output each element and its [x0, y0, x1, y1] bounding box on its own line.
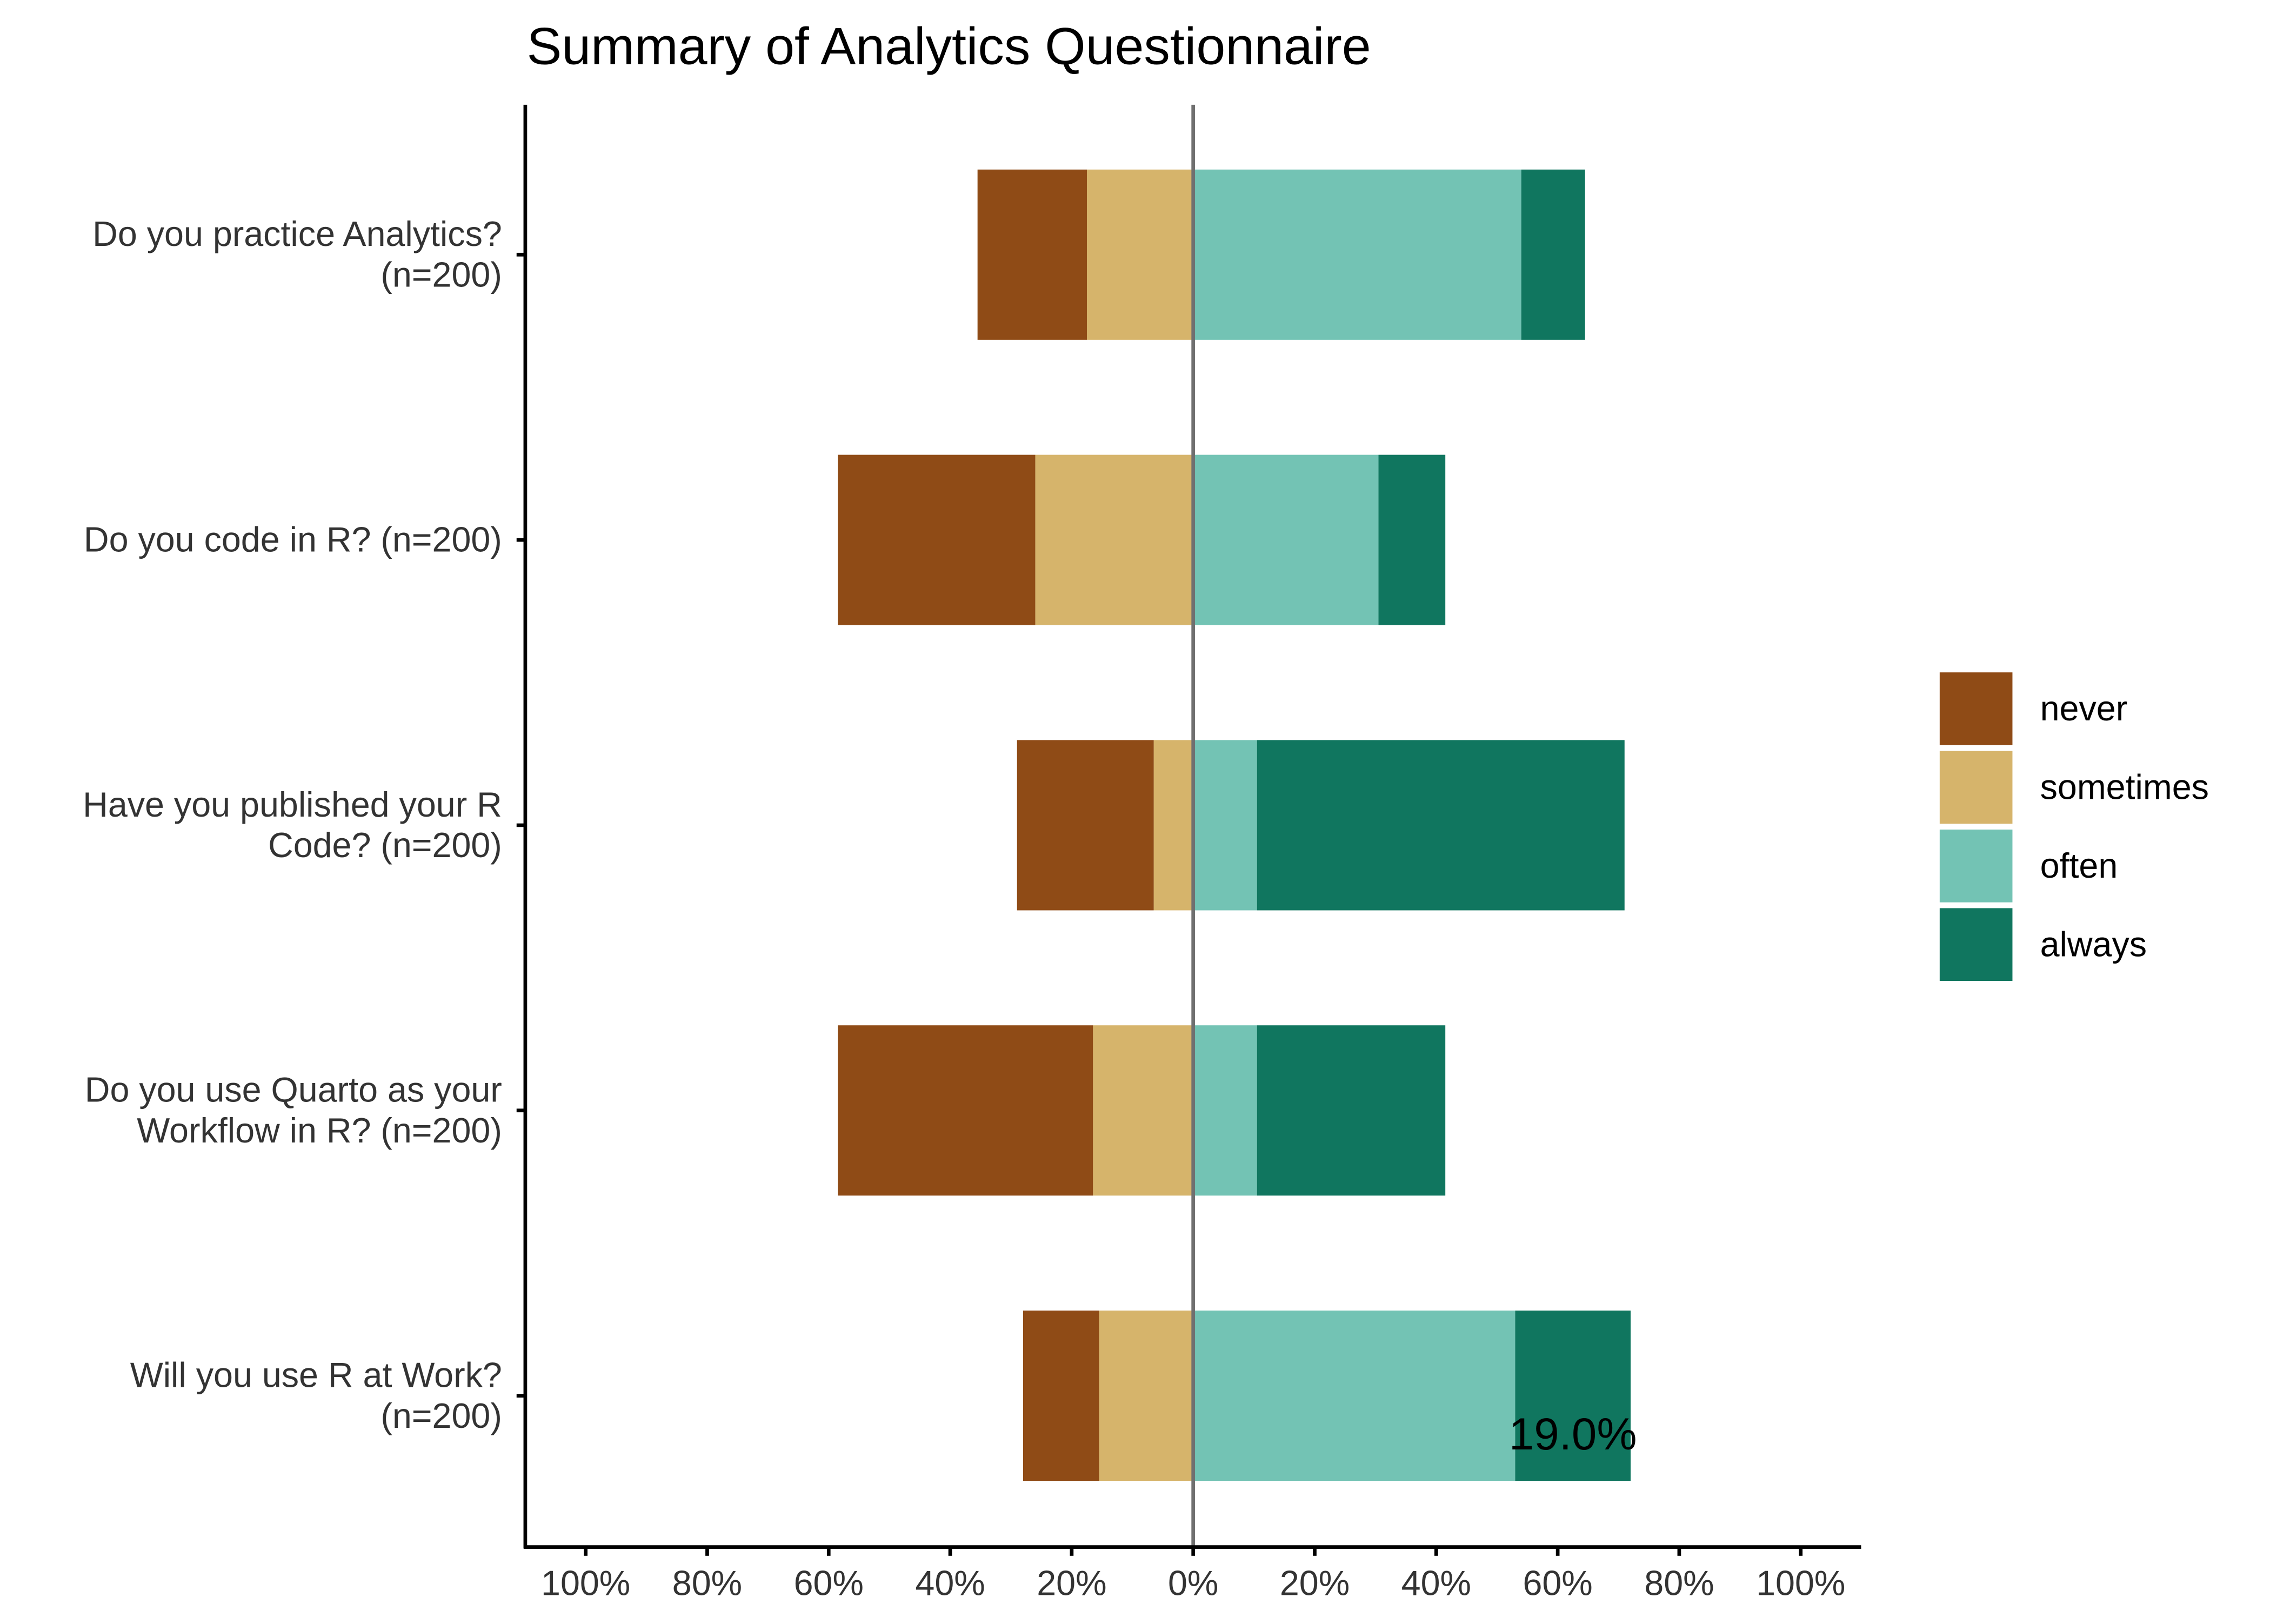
chart-title: Summary of Analytics Questionnaire — [527, 16, 1371, 75]
bar-never-row-3 — [1017, 740, 1154, 911]
x-tick-label: 20% — [1280, 1564, 1350, 1603]
x-tick-label: 0% — [1168, 1564, 1218, 1603]
y-tick-label: Workflow in R? (n=200) — [137, 1111, 502, 1150]
y-tick-label: Code? (n=200) — [268, 826, 502, 865]
bar-always-row-2 — [1378, 455, 1446, 625]
bar-always-row-1 — [1521, 169, 1585, 340]
x-tick-label: 40% — [1401, 1564, 1471, 1603]
bar-always-row-3 — [1257, 740, 1625, 911]
y-tick-label: (n=200) — [380, 256, 502, 295]
bar-often-row-5 — [1193, 1311, 1515, 1481]
bar-sometimes-row-1 — [1086, 169, 1193, 340]
y-tick-label: Have you published your R — [83, 785, 502, 824]
x-tick-label: 60% — [794, 1564, 864, 1603]
x-tick-label: 100% — [1756, 1564, 1845, 1603]
annotation-label: 19.0% — [1509, 1408, 1637, 1459]
legend-label-often: often — [2040, 846, 2118, 885]
bar-never-row-5 — [1023, 1311, 1099, 1481]
bar-often-row-1 — [1193, 169, 1521, 340]
bar-always-row-5 — [1515, 1311, 1631, 1481]
legend-key-often — [1939, 830, 2013, 903]
legend-key-sometimes — [1939, 751, 2013, 824]
bar-sometimes-row-3 — [1153, 740, 1193, 911]
legend-key-always — [1939, 908, 2013, 981]
legend: never sometimes often always — [1939, 672, 2209, 981]
legend-label-never: never — [2040, 689, 2128, 728]
bar-often-row-3 — [1193, 740, 1257, 911]
bars-layer — [838, 169, 1631, 1481]
bar-always-row-4 — [1257, 1025, 1446, 1196]
legend-key-never — [1939, 672, 2013, 745]
x-tick-label: 100% — [541, 1564, 630, 1603]
y-tick-label: Do you code in R? (n=200) — [84, 520, 502, 559]
labels-layer: Do you practice Analytics?(n=200)Do you … — [83, 215, 1845, 1602]
bar-often-row-2 — [1193, 455, 1379, 625]
axes-layer — [516, 104, 1861, 1556]
bar-sometimes-row-5 — [1099, 1311, 1193, 1481]
x-tick-label: 40% — [915, 1564, 985, 1603]
y-tick-label: Do you use Quarto as your — [85, 1071, 502, 1110]
bar-sometimes-row-4 — [1093, 1025, 1193, 1196]
legend-label-always: always — [2040, 925, 2147, 964]
bar-often-row-4 — [1193, 1025, 1257, 1196]
y-tick-label: Do you practice Analytics? — [92, 215, 502, 253]
legend-label-sometimes: sometimes — [2040, 767, 2209, 806]
bar-never-row-1 — [977, 169, 1087, 340]
annotation-layer: 19.0% — [1509, 1408, 1637, 1459]
y-tick-label: Will you use R at Work? — [130, 1355, 502, 1394]
x-tick-label: 80% — [672, 1564, 742, 1603]
x-tick-label: 80% — [1644, 1564, 1714, 1603]
bar-never-row-2 — [838, 455, 1036, 625]
x-tick-label: 60% — [1523, 1564, 1592, 1603]
bar-sometimes-row-2 — [1035, 455, 1193, 625]
y-tick-label: (n=200) — [380, 1396, 502, 1435]
x-tick-label: 20% — [1037, 1564, 1106, 1603]
bar-never-row-4 — [838, 1025, 1093, 1196]
